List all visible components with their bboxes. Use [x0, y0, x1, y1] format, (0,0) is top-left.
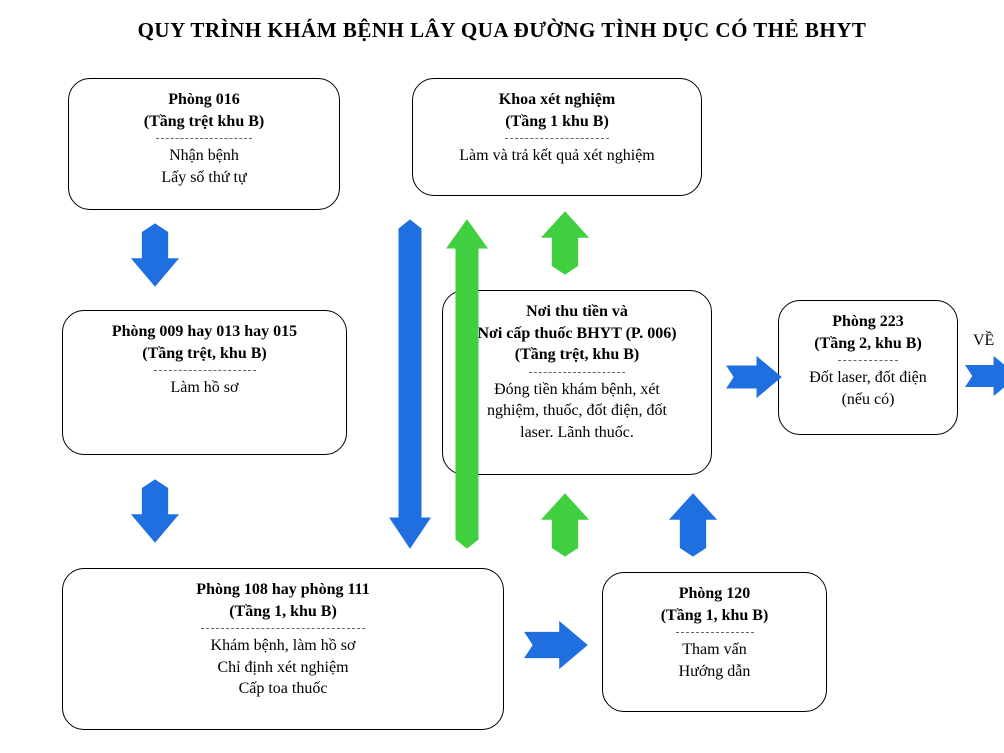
arrow-a3	[388, 218, 432, 550]
arrow-a1	[130, 222, 180, 288]
node-head: Nơi cấp thuốc BHYT (P. 006)	[457, 323, 697, 345]
arrow-a4	[445, 218, 489, 550]
node-body: Hướng dẫn	[617, 661, 812, 683]
node-body: Lấy số thứ tự	[83, 167, 325, 189]
node-body: Chỉ định xét nghiệm	[77, 657, 489, 679]
node-body: Cấp toa thuốc	[77, 678, 489, 700]
node-body: Nhận bệnh	[83, 145, 325, 167]
node-head: (Tầng trệt, khu B)	[77, 343, 332, 365]
node-phong-223: Phòng 223 (Tầng 2, khu B) Đốt laser, đốt…	[778, 300, 958, 435]
node-phong-016: Phòng 016 (Tầng trệt khu B) Nhận bệnh Lấ…	[68, 78, 340, 210]
node-body: Đóng tiền khám bệnh, xét	[457, 379, 697, 401]
node-head: Phòng 223	[793, 311, 943, 333]
divider	[201, 628, 366, 629]
node-head: Phòng 009 hay 013 hay 015	[77, 321, 332, 343]
ve-label: VỀ	[973, 332, 994, 350]
page-title: QUY TRÌNH KHÁM BỆNH LÂY QUA ĐƯỜNG TÌNH D…	[0, 18, 1004, 43]
node-body: Làm và trả kết quả xét nghiệm	[427, 145, 687, 167]
arrow-a6	[540, 492, 590, 558]
node-body: Tham vấn	[617, 639, 812, 661]
node-head: Khoa xét nghiệm	[427, 89, 687, 111]
node-head: (Tầng trệt, khu B)	[457, 344, 697, 366]
arrow-a10	[964, 355, 1004, 397]
node-head: Phòng 016	[83, 89, 325, 111]
node-khoa-xet-nghiem: Khoa xét nghiệm (Tầng 1 khu B) Làm và tr…	[412, 78, 702, 196]
node-head: Phòng 120	[617, 583, 812, 605]
node-body: Đốt laser, đốt điện	[793, 367, 943, 389]
arrow-a8	[523, 620, 589, 670]
divider	[838, 360, 898, 361]
node-body: laser. Lãnh thuốc.	[457, 422, 697, 444]
node-head: (Tầng 1, khu B)	[617, 605, 812, 627]
node-phong-120: Phòng 120 (Tầng 1, khu B) Tham vấn Hướng…	[602, 572, 827, 712]
arrow-a5	[540, 210, 590, 276]
node-head: (Tầng 1, khu B)	[77, 601, 489, 623]
node-phong-009-013-015: Phòng 009 hay 013 hay 015 (Tầng trệt, kh…	[62, 310, 347, 455]
node-body: Khám bệnh, làm hồ sơ	[77, 635, 489, 657]
node-head: (Tầng 2, khu B)	[793, 333, 943, 355]
node-body: Làm hồ sơ	[77, 377, 332, 399]
node-head: (Tầng 1 khu B)	[427, 111, 687, 133]
arrow-a9	[725, 355, 783, 399]
arrow-a2	[130, 478, 180, 544]
node-head: (Tầng trệt khu B)	[83, 111, 325, 133]
divider	[154, 370, 256, 371]
node-head: Nơi thu tiền và	[457, 301, 697, 323]
divider	[505, 138, 609, 139]
node-body: (nếu có)	[793, 389, 943, 411]
node-head: Phòng 108 hay phòng 111	[77, 579, 489, 601]
divider	[676, 632, 754, 633]
arrow-a7	[668, 492, 718, 558]
divider	[529, 372, 625, 373]
node-phong-108-111: Phòng 108 hay phòng 111 (Tầng 1, khu B) …	[62, 568, 504, 730]
node-body: nghiệm, thuốc, đốt điện, đốt	[457, 400, 697, 422]
divider	[156, 138, 253, 139]
